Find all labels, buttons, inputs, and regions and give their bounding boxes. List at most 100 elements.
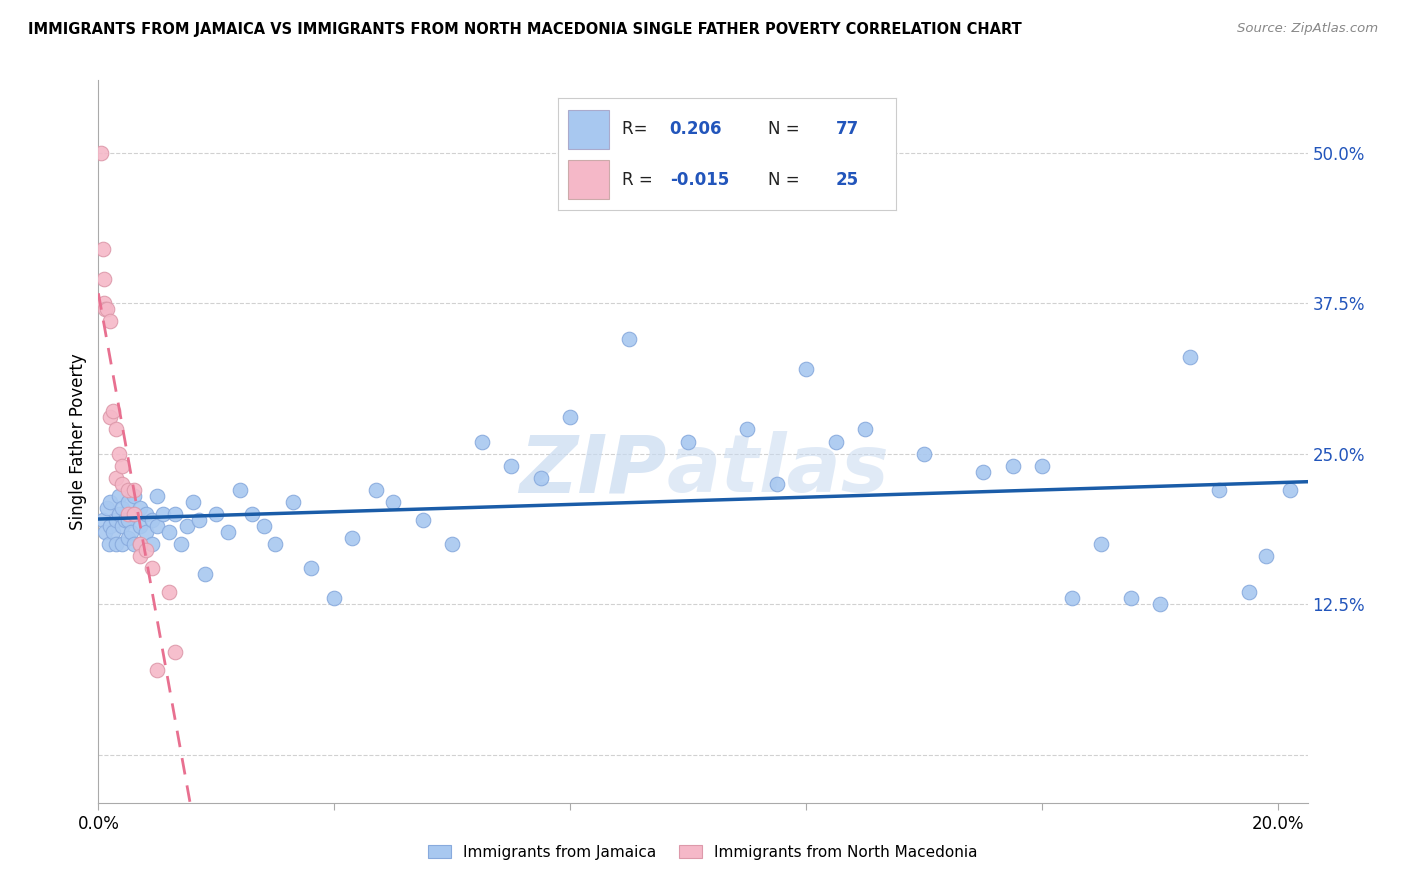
Point <box>111 458 134 473</box>
Point <box>323 591 346 606</box>
Point <box>264 537 287 551</box>
Point <box>560 410 582 425</box>
Point <box>98 519 121 533</box>
Point <box>111 537 134 551</box>
Point <box>1001 458 1024 473</box>
Text: Source: ZipAtlas.com: Source: ZipAtlas.com <box>1237 22 1378 36</box>
Point <box>122 489 145 503</box>
Point <box>824 434 846 449</box>
Point <box>98 494 121 508</box>
Point <box>120 524 142 539</box>
Point <box>1149 597 1171 611</box>
Point <box>912 446 935 460</box>
Point <box>1119 591 1142 606</box>
Point <box>1090 537 1112 551</box>
Point <box>122 507 145 521</box>
Point <box>1256 549 1278 563</box>
Point <box>165 645 187 659</box>
Point <box>176 519 198 533</box>
Point <box>105 423 128 437</box>
Point <box>146 489 169 503</box>
Point <box>364 483 387 497</box>
Point <box>141 513 163 527</box>
Point <box>98 537 121 551</box>
Point <box>98 314 121 328</box>
Point <box>229 483 252 497</box>
Point <box>117 531 139 545</box>
Point <box>187 513 209 527</box>
Point <box>1031 458 1053 473</box>
Point <box>90 145 112 160</box>
Point <box>1278 483 1301 497</box>
Point <box>412 513 434 527</box>
Point <box>117 507 139 521</box>
Point <box>93 296 115 310</box>
Point <box>128 519 150 533</box>
Point <box>111 500 134 515</box>
Point <box>93 272 115 286</box>
Point <box>1060 591 1083 606</box>
Point <box>94 524 117 539</box>
Point <box>108 489 131 503</box>
Point <box>128 500 150 515</box>
Point <box>135 507 157 521</box>
Point <box>94 301 117 317</box>
Point <box>240 507 263 521</box>
Point <box>108 507 131 521</box>
Point <box>181 494 204 508</box>
Point <box>299 561 322 575</box>
Point <box>165 507 187 521</box>
Point <box>501 458 523 473</box>
Point <box>205 507 228 521</box>
Point <box>122 483 145 497</box>
Point <box>114 513 136 527</box>
Text: IMMIGRANTS FROM JAMAICA VS IMMIGRANTS FROM NORTH MACEDONIA SINGLE FATHER POVERTY: IMMIGRANTS FROM JAMAICA VS IMMIGRANTS FR… <box>28 22 1022 37</box>
Point <box>152 507 174 521</box>
Point <box>471 434 494 449</box>
Text: ZIP: ZIP <box>519 432 666 509</box>
Point <box>135 524 157 539</box>
Point <box>252 519 274 533</box>
Point <box>101 524 124 539</box>
Y-axis label: Single Father Poverty: Single Father Poverty <box>69 353 87 530</box>
Point <box>157 585 180 599</box>
Point <box>111 476 134 491</box>
Point <box>141 537 163 551</box>
Point <box>972 465 994 479</box>
Point <box>194 567 217 582</box>
Point <box>619 332 641 346</box>
Point <box>441 537 464 551</box>
Point <box>281 494 304 508</box>
Point <box>117 483 139 497</box>
Point <box>128 537 150 551</box>
Point <box>101 404 124 418</box>
Point <box>105 471 128 485</box>
Point <box>530 471 553 485</box>
Point <box>217 524 239 539</box>
Point <box>1208 483 1230 497</box>
Point <box>91 242 114 256</box>
Point <box>91 513 114 527</box>
Text: atlas: atlas <box>666 432 890 509</box>
Point <box>105 513 128 527</box>
Point <box>117 513 139 527</box>
Point <box>141 561 163 575</box>
Point <box>340 531 363 545</box>
Point <box>98 410 121 425</box>
Point <box>96 500 118 515</box>
Point <box>146 664 169 678</box>
Point <box>1237 585 1260 599</box>
Point <box>96 301 118 317</box>
Point <box>146 519 169 533</box>
Point <box>117 494 139 508</box>
Point <box>122 507 145 521</box>
Point <box>122 537 145 551</box>
Point <box>157 524 180 539</box>
Point <box>170 537 193 551</box>
Point <box>111 519 134 533</box>
Point <box>853 423 876 437</box>
Point <box>128 549 150 563</box>
Point <box>105 537 128 551</box>
Legend: Immigrants from Jamaica, Immigrants from North Macedonia: Immigrants from Jamaica, Immigrants from… <box>420 837 986 867</box>
Point <box>1178 350 1201 364</box>
